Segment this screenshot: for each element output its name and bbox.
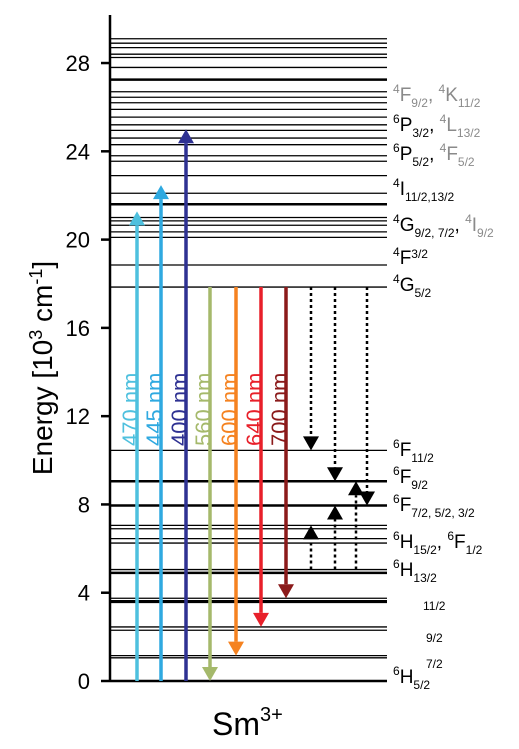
emission-arrow-head bbox=[202, 667, 218, 681]
term-label-6f92: 6F9/2 bbox=[393, 464, 428, 492]
term-label-7-2: 7/2 bbox=[426, 657, 443, 671]
nonradiative-arrow-head bbox=[327, 505, 343, 520]
excitation-arrow-head bbox=[178, 129, 194, 144]
excitation-arrow-head bbox=[129, 211, 145, 226]
nonradiative-arrow-head bbox=[303, 436, 319, 451]
nonradiative-arrow-head bbox=[327, 467, 343, 482]
nonradiative-arrow-head bbox=[359, 491, 375, 506]
y-tick-label: 4 bbox=[78, 581, 90, 606]
excitation-arrow bbox=[129, 211, 145, 681]
term-label-9-2: 9/2 bbox=[426, 631, 443, 645]
term-label-6f72-52-32: 6F7/2, 5/2, 3/2 bbox=[393, 492, 475, 520]
term-label-6h152-6f12: 6H15/2, 6F1/2 bbox=[393, 529, 483, 557]
nonradiative-arrow-head bbox=[303, 525, 319, 540]
term-label-6h132: 6H13/2 bbox=[393, 557, 437, 585]
term-label-6p52-4f52: 6P5/2, 4F5/2 bbox=[393, 141, 475, 169]
wavelength-label: 640 nm bbox=[242, 373, 267, 446]
y-tick-label: 24 bbox=[66, 139, 90, 164]
term-label-4g52: 4G5/2 bbox=[393, 272, 431, 300]
transition-arrows: 470 nm 445 nm 400 nm 560 nm 600 nm 640 nm 700 … bbox=[118, 129, 375, 681]
emission-arrow-head bbox=[228, 641, 244, 656]
wavelength-label: 700 nm bbox=[267, 373, 292, 446]
emission-arrow bbox=[202, 287, 218, 681]
y-tick-label: 16 bbox=[66, 316, 90, 341]
wavelength-label: 600 nm bbox=[217, 373, 242, 446]
y-tick-label: 20 bbox=[66, 228, 90, 253]
energy-levels bbox=[110, 38, 387, 683]
nonradiative-arrow bbox=[303, 287, 319, 451]
wavelength-label: 560 nm bbox=[191, 373, 216, 446]
y-tick-label: 12 bbox=[66, 404, 90, 429]
wavelength-label: 445 nm bbox=[142, 373, 167, 446]
term-label-6p32-4l132: 6P3/2, 4L13/2 bbox=[393, 112, 481, 140]
nonradiative-arrow bbox=[359, 287, 375, 506]
wavelength-label: 470 nm bbox=[118, 373, 143, 446]
term-label-6f112: 6F11/2 bbox=[393, 437, 434, 465]
y-tick-label: 8 bbox=[78, 492, 90, 517]
emission-arrow bbox=[278, 287, 294, 599]
excitation-arrow bbox=[153, 185, 169, 681]
term-label-4i112-132: 4I11/2,13/2 bbox=[393, 176, 454, 204]
excitation-arrow bbox=[178, 129, 194, 681]
emission-arrow bbox=[228, 287, 244, 656]
term-label-4f32: 4F3/2 bbox=[393, 245, 428, 269]
emission-arrow-head bbox=[253, 612, 269, 627]
term-label-11-2: 11/2 bbox=[423, 599, 446, 613]
term-label-4g92-4i92: 4G9/2, 7/2, 4I9/2 bbox=[393, 212, 494, 240]
nonradiative-arrow bbox=[303, 525, 319, 570]
ion-label: Sm3+ bbox=[212, 704, 283, 742]
y-axis: 0 4 8 12 16 20 24 28 bbox=[66, 15, 112, 694]
term-labels: 4F9/2, 4K11/2 6P3/2, 4L13/2 6P5/2, 4F5/2… bbox=[393, 82, 494, 692]
emission-arrow-head bbox=[278, 584, 294, 599]
term-label-6h52: 6H5/2 bbox=[393, 664, 430, 692]
y-tick-label: 28 bbox=[66, 51, 90, 76]
nonradiative-arrow bbox=[327, 287, 343, 482]
term-label-4f92-4k112: 4F9/2, 4K11/2 bbox=[393, 82, 481, 110]
nonradiative-arrow bbox=[327, 505, 343, 570]
excitation-arrow-head bbox=[153, 185, 169, 200]
y-axis-label: Energy [103 cm-1] bbox=[26, 261, 58, 475]
wavelength-label: 400 nm bbox=[167, 373, 192, 446]
emission-arrow bbox=[253, 287, 269, 627]
y-tick-label: 0 bbox=[78, 669, 90, 694]
